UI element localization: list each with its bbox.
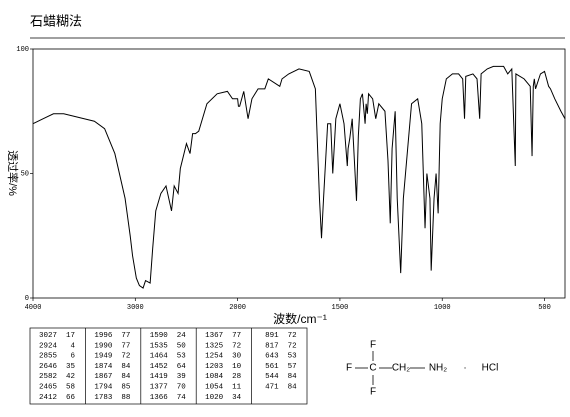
peak-transmittance: 85 (121, 383, 131, 391)
peak-transmittance: 77 (121, 342, 130, 350)
peak-transmittance: 50 (177, 342, 187, 350)
peak-transmittance: 4 (70, 342, 75, 350)
peak-transmittance: 72 (121, 353, 130, 361)
peak-wavenumber: 1590 (150, 332, 169, 340)
peak-wavenumber: 561 (265, 363, 279, 371)
peak-transmittance: 70 (177, 383, 187, 391)
peak-transmittance: 58 (66, 383, 75, 391)
peak-wavenumber: 1535 (150, 342, 169, 350)
peak-transmittance: 84 (121, 363, 131, 371)
x-tick-label: 3000 (127, 304, 144, 312)
peak-wavenumber: 1366 (150, 394, 169, 402)
peak-wavenumber: 2412 (39, 394, 57, 402)
peak-wavenumber: 1377 (150, 383, 168, 391)
peak-transmittance: 57 (288, 363, 297, 371)
group: NH₂ (429, 363, 447, 374)
peak-wavenumber: 2855 (39, 353, 58, 361)
peak-transmittance: 84 (288, 373, 298, 381)
x-tick-label: 500 (538, 304, 551, 312)
atom: C (369, 363, 376, 374)
x-tick-label: 1500 (332, 304, 349, 312)
chart-title: 石蜡糊法 (30, 14, 82, 30)
peak-transmittance: 72 (232, 342, 241, 350)
peak-wavenumber: 1874 (94, 363, 113, 371)
atom: F (370, 387, 376, 398)
peak-wavenumber: 643 (265, 353, 279, 361)
x-tick-label: 1000 (434, 304, 451, 312)
peak-transmittance: 77 (121, 332, 130, 340)
atom: F (370, 340, 376, 351)
y-axis-label: 透过率/% (6, 150, 20, 196)
peak-wavenumber: 1419 (150, 373, 168, 381)
peak-transmittance: 74 (177, 394, 187, 402)
peak-transmittance: 64 (177, 363, 187, 371)
peak-wavenumber: 544 (265, 373, 279, 381)
peak-transmittance: 17 (66, 332, 75, 340)
peak-wavenumber: 1996 (94, 332, 113, 340)
x-tick-label: 2000 (229, 304, 246, 312)
peak-wavenumber: 471 (265, 383, 279, 391)
y-tick-label: 0 (25, 295, 29, 303)
peak-wavenumber: 891 (265, 332, 279, 340)
peak-transmittance: 24 (177, 332, 187, 340)
peak-transmittance: 35 (66, 363, 76, 371)
salt: HCl (482, 363, 499, 374)
peak-wavenumber: 1084 (205, 373, 224, 381)
peak-wavenumber: 1203 (205, 363, 224, 371)
dot: · (463, 363, 466, 374)
peak-wavenumber: 1054 (205, 383, 224, 391)
y-tick-label: 100 (16, 46, 29, 54)
x-axis-label: 波数/cm⁻¹ (273, 311, 327, 326)
peak-table: 3027 17 2924 4 2855 6 2646 35 2582 42 2465 58 2412 66… (29, 327, 308, 405)
peak-transmittance: 72 (288, 342, 297, 350)
peak-wavenumber: 1254 (205, 353, 224, 361)
peak-wavenumber: 1367 (205, 332, 223, 340)
table-frame (29, 327, 308, 405)
peak-transmittance: 84 (121, 373, 131, 381)
structure: F F C CH₂ NH₂ · HCl F (346, 340, 498, 398)
peak-transmittance: 72 (288, 332, 297, 340)
peak-transmittance: 53 (177, 353, 187, 361)
peak-transmittance: 28 (232, 373, 241, 381)
atom: F (346, 363, 352, 374)
peak-transmittance: 77 (232, 332, 241, 340)
peak-wavenumber: 2924 (39, 342, 58, 350)
peak-wavenumber: 1020 (205, 394, 224, 402)
peak-wavenumber: 817 (265, 342, 279, 350)
peak-transmittance: 66 (66, 394, 76, 402)
x-tick-label: 4000 (25, 304, 42, 312)
peak-wavenumber: 1464 (150, 353, 169, 361)
peak-wavenumber: 2582 (39, 373, 57, 381)
peak-wavenumber: 2465 (39, 383, 58, 391)
peak-wavenumber: 1794 (94, 383, 113, 391)
peak-transmittance: 88 (121, 394, 130, 402)
plot-frame (32, 48, 566, 299)
peak-wavenumber: 1990 (94, 342, 113, 350)
peak-wavenumber: 1783 (94, 394, 113, 402)
peak-transmittance: 6 (70, 353, 75, 361)
peak-wavenumber: 1452 (150, 363, 168, 371)
peak-wavenumber: 1325 (205, 342, 224, 350)
y-tick-label: 50 (21, 170, 29, 178)
peak-transmittance: 11 (232, 383, 242, 391)
peak-transmittance: 30 (232, 353, 242, 361)
peak-wavenumber: 1867 (94, 373, 112, 381)
peak-wavenumber: 2646 (39, 363, 58, 371)
peak-transmittance: 53 (288, 353, 298, 361)
peak-wavenumber: 3027 (39, 332, 57, 340)
spectrum-line (32, 65, 566, 289)
peak-transmittance: 39 (177, 373, 186, 381)
group: CH₂ (392, 363, 410, 374)
peak-transmittance: 34 (232, 394, 242, 402)
peak-transmittance: 42 (66, 373, 75, 381)
peak-wavenumber: 1949 (94, 353, 112, 361)
peak-transmittance: 10 (232, 363, 242, 371)
peak-transmittance: 84 (288, 383, 298, 391)
